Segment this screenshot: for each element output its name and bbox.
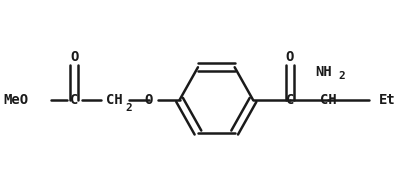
Text: NH: NH	[315, 65, 332, 79]
Text: O: O	[286, 50, 294, 64]
Text: O: O	[144, 93, 153, 107]
Text: 2: 2	[339, 71, 345, 81]
Text: C: C	[70, 93, 78, 107]
Text: MeO: MeO	[4, 93, 29, 107]
Text: CH: CH	[320, 93, 337, 107]
Text: Et: Et	[379, 93, 395, 107]
Text: 2: 2	[125, 103, 132, 113]
Text: C: C	[286, 93, 294, 107]
Text: O: O	[70, 50, 78, 64]
Text: CH: CH	[106, 93, 123, 107]
